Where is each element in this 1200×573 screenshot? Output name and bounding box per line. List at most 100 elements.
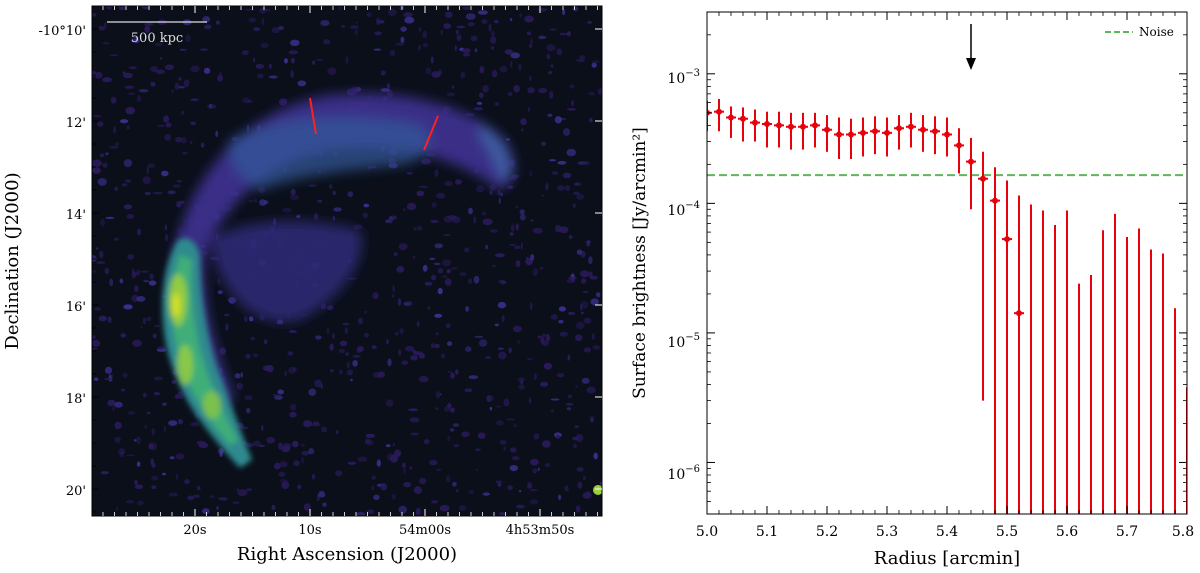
noise-blob [144, 191, 151, 196]
noise-blob [271, 27, 280, 34]
noise-blob [567, 354, 571, 361]
noise-blob [497, 347, 504, 350]
noise-blob [327, 67, 337, 75]
noise-blob [564, 485, 569, 492]
noise-blob [196, 440, 206, 446]
noise-blob [498, 512, 506, 516]
noise-blob [400, 26, 407, 32]
noise-blob [495, 480, 503, 484]
noise-blob [271, 504, 276, 511]
noise-blob [290, 39, 300, 46]
noise-blob [320, 20, 330, 26]
noise-blob [269, 63, 272, 70]
noise-blob [92, 12, 97, 17]
noise-blob [529, 489, 538, 492]
noise-blob [495, 102, 499, 106]
noise-blob [347, 461, 357, 465]
dec-tick-label: -10°10' [38, 24, 86, 39]
noise-blob [274, 395, 283, 400]
noise-blob [403, 12, 413, 18]
noise-blob [474, 48, 478, 53]
noise-blob [563, 128, 571, 137]
noise-blob [575, 434, 584, 443]
noise-blob [580, 311, 584, 315]
noise-blob [540, 381, 549, 387]
profile-tick-marks [706, 11, 1188, 515]
noise-blob [464, 247, 470, 253]
noise-blob [485, 355, 492, 360]
noise-blob [326, 305, 334, 311]
noise-blob [297, 484, 302, 490]
noise-blob [575, 505, 581, 513]
noise-blob [225, 323, 229, 331]
noise-blob [362, 212, 369, 219]
noise-blob [571, 99, 574, 107]
noise-blob [454, 45, 457, 52]
noise-blob [473, 275, 480, 284]
noise-blob [589, 117, 593, 123]
noise-blob [465, 13, 476, 20]
plot-area [707, 12, 1187, 514]
noise-blob [548, 71, 553, 75]
noise-blob [263, 339, 268, 345]
noise-blob [260, 42, 269, 48]
dec-tick-label: 14' [66, 208, 86, 223]
noise-blob [476, 185, 485, 193]
noise-blob [413, 227, 416, 231]
noise-blob [217, 290, 223, 295]
noise-blob [398, 505, 407, 514]
noise-blob [542, 333, 547, 337]
noise-blob [143, 317, 146, 325]
noise-blob [468, 490, 475, 494]
noise-blob [290, 57, 295, 64]
data-point [860, 129, 866, 136]
noise-blob [265, 8, 271, 12]
noise-blob [217, 278, 221, 284]
noise-blob [409, 417, 420, 423]
noise-blob [562, 172, 572, 179]
noise-blob [190, 98, 200, 101]
noise-blob [510, 447, 517, 453]
noise-blob [447, 370, 452, 374]
noise-blob [137, 500, 144, 506]
noise-blob [168, 492, 178, 497]
noise-blob [301, 450, 310, 456]
noise-blob [317, 199, 323, 203]
noise-blob [253, 27, 261, 31]
noise-blob [529, 397, 532, 404]
noise-blob [244, 395, 253, 401]
noise-blob [161, 170, 169, 177]
data-point [728, 114, 734, 121]
noise-blob [380, 88, 391, 92]
noise-blob [215, 20, 220, 25]
noise-blob [345, 56, 349, 64]
noise-blob [482, 492, 490, 496]
noise-blob [433, 262, 441, 266]
dec-tick-label: 16' [66, 300, 86, 315]
noise-blob [400, 36, 405, 43]
noise-blob [572, 203, 576, 208]
noise-blob [128, 66, 137, 70]
noise-blob [376, 17, 381, 25]
noise-blob [562, 9, 566, 16]
noise-blob [456, 34, 462, 42]
noise-blob [126, 454, 135, 457]
noise-blob [524, 15, 534, 23]
noise-blob [181, 137, 187, 144]
noise-blob [282, 207, 292, 213]
noise-blob [332, 190, 336, 196]
noise-blob [515, 223, 519, 231]
noise-blob [138, 89, 149, 93]
noise-blob [541, 440, 551, 448]
noise-blob [394, 451, 401, 457]
noise-blob [468, 207, 473, 215]
noise-blob [518, 63, 522, 71]
noise-blob [339, 340, 348, 347]
noise-blob [494, 323, 499, 327]
dec-tick-label: 20' [66, 484, 86, 499]
noise-blob [393, 252, 398, 256]
noise-blob [342, 322, 350, 326]
noise-blob [380, 483, 388, 491]
noise-blob [389, 49, 396, 57]
noise-blob [429, 459, 438, 466]
